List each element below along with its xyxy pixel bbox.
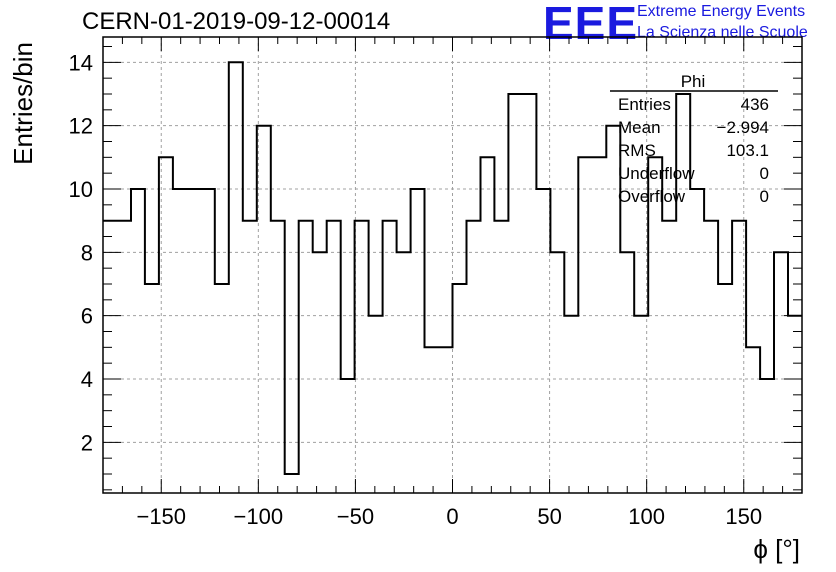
x-tick-label: 100 (628, 504, 665, 529)
histogram-bin (480, 157, 494, 493)
axis-ticks (102, 37, 803, 493)
histogram-bin (215, 284, 229, 493)
stats-label: Mean (618, 118, 661, 137)
histogram-bin (536, 189, 550, 493)
stats-value: 0 (760, 187, 769, 206)
histogram-bin (620, 252, 634, 493)
histogram-bin (383, 221, 397, 493)
histogram-bin (229, 62, 243, 493)
y-tick-labels: 2 4 6 8 10 12 14 (69, 50, 93, 455)
stats-box: Phi Entries 436 Mean −2.994 RMS 103.1 Underflow… (610, 72, 778, 206)
histogram-bin (676, 94, 690, 493)
x-axis-title: ϕ [°] (753, 534, 800, 564)
histogram-bin (341, 379, 355, 493)
histogram-bin (257, 126, 271, 493)
stats-label: RMS (618, 141, 656, 160)
stats-value: −2.994 (717, 118, 769, 137)
stats-box-name: Phi (681, 72, 706, 91)
histogram-bin (355, 221, 369, 493)
stats-value: 436 (741, 95, 769, 114)
histogram-bin (690, 189, 704, 493)
histogram-bin (550, 252, 564, 493)
logo-caption-line1: Extreme Energy Events (637, 3, 806, 20)
histogram-outline (103, 61, 802, 475)
histogram-bin (578, 157, 606, 493)
histogram-bin (508, 94, 536, 493)
x-tick-label: 50 (537, 504, 561, 529)
histogram-bars (103, 61, 802, 493)
histogram-bin (145, 284, 159, 493)
histogram-bin (411, 189, 425, 493)
y-tick-label: 6 (81, 304, 93, 329)
x-tick-label: 0 (446, 504, 458, 529)
chart-title: CERN-01-2019-09-12-00014 (82, 8, 391, 35)
histogram-bin (453, 284, 467, 493)
histogram-bin (285, 474, 299, 493)
y-tick-label: 2 (81, 430, 93, 455)
histogram-bin (648, 157, 662, 493)
eee-logo: EEE (543, 0, 639, 49)
histogram-bin (243, 221, 257, 493)
histogram-bin (718, 284, 732, 493)
histogram-bin (369, 316, 383, 493)
stats-label: Overflow (618, 187, 686, 206)
y-tick-label: 14 (69, 50, 93, 75)
histogram-bin (299, 221, 313, 493)
stats-value: 0 (760, 164, 769, 183)
histogram-bin (173, 189, 187, 493)
x-tick-label: −100 (234, 504, 284, 529)
histogram-bin (131, 189, 145, 493)
y-tick-label: 8 (81, 240, 93, 265)
histogram-bin (466, 221, 480, 493)
stats-value: 103.1 (726, 141, 769, 160)
histogram-bin (634, 316, 648, 493)
histogram-bin (313, 252, 327, 493)
histogram-bin (732, 221, 746, 493)
histogram-bin (397, 252, 411, 493)
histogram-bin (564, 316, 578, 493)
histogram-bin (774, 252, 788, 493)
y-axis-title: Entries/bin (8, 42, 38, 165)
histogram-bin (760, 379, 774, 493)
histogram-bin (271, 221, 285, 493)
histogram-bin (159, 157, 173, 493)
y-tick-label: 4 (81, 367, 93, 392)
x-tick-label: 150 (725, 504, 762, 529)
x-tick-labels: −150 −100 −50 0 50 100 150 (136, 504, 762, 529)
y-tick-label: 12 (69, 114, 93, 139)
histogram-bin (662, 221, 676, 493)
histogram-bin (494, 221, 508, 493)
stats-label: Underflow (618, 164, 695, 183)
stats-label: Entries (618, 95, 671, 114)
histogram-bin (187, 189, 215, 493)
histogram-bin (103, 221, 131, 493)
histogram-bin (704, 221, 718, 493)
histogram-bin (327, 221, 341, 493)
x-tick-label: −50 (337, 504, 374, 529)
histogram-bin (788, 316, 802, 493)
histogram-bin (746, 347, 760, 493)
x-tick-label: −150 (136, 504, 186, 529)
histogram-bin (425, 347, 453, 493)
y-tick-label: 10 (69, 177, 93, 202)
